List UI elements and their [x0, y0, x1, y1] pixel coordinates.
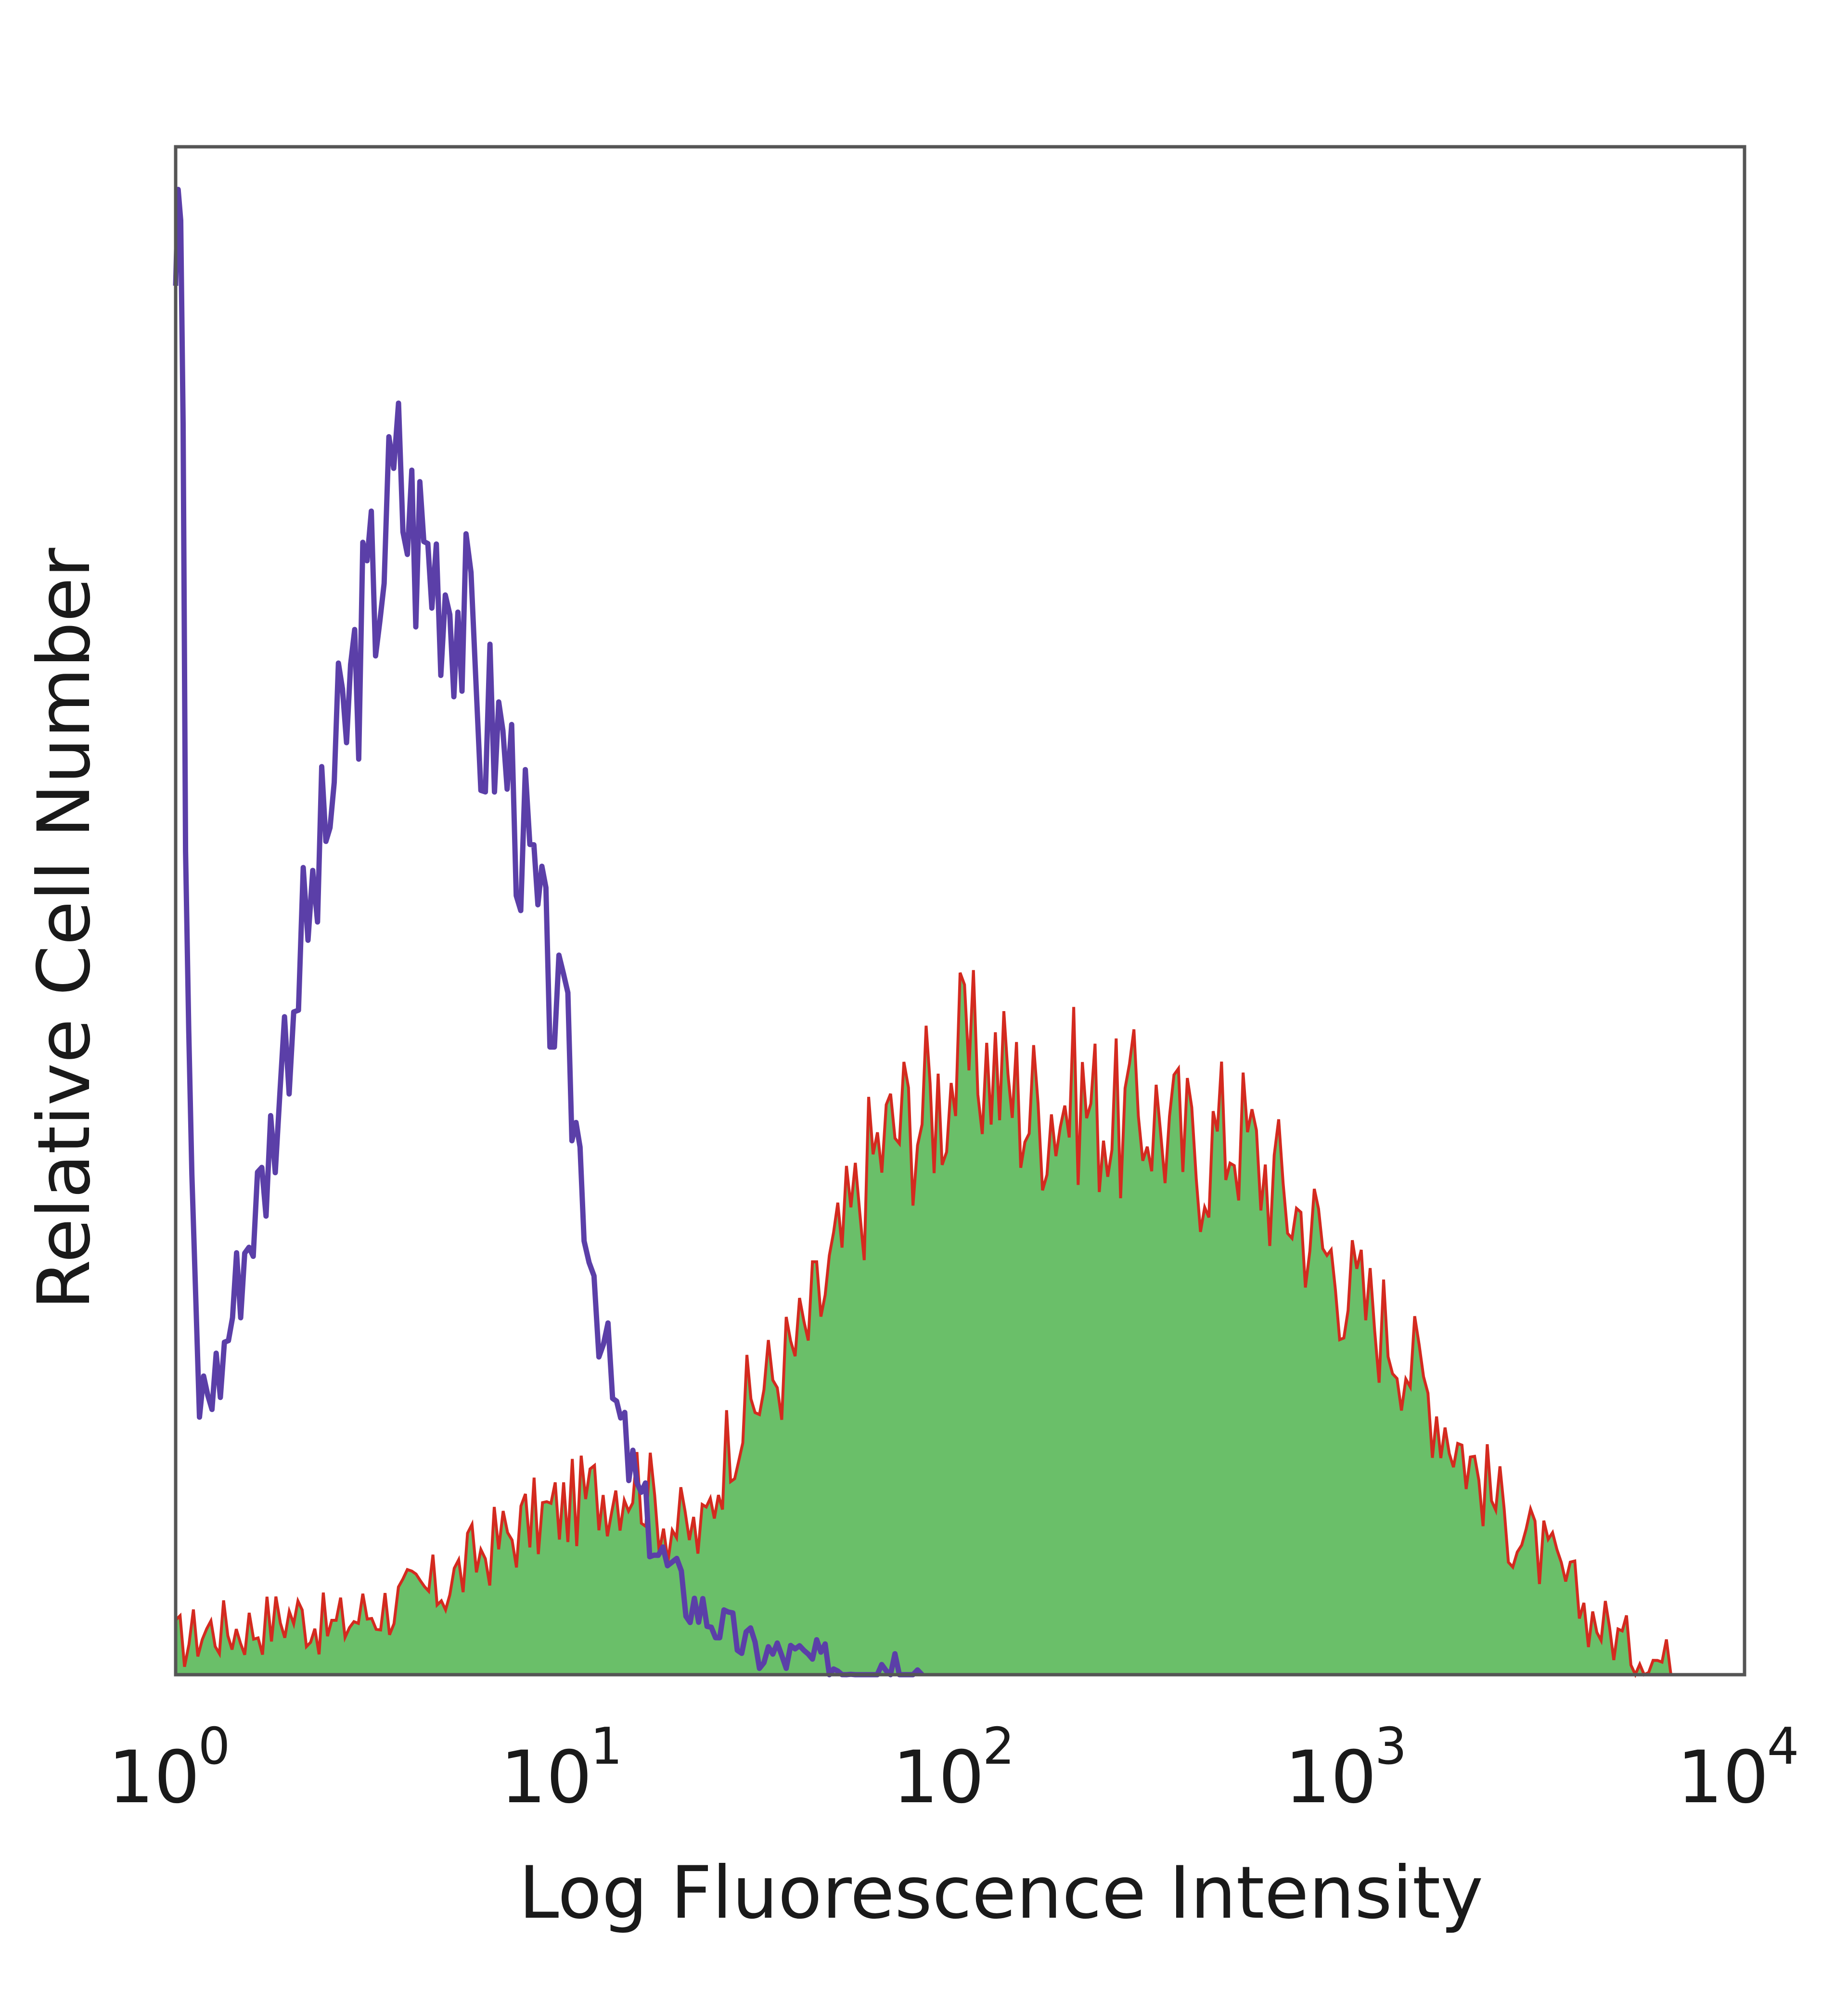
x-tick-label-base: 10 [108, 1736, 200, 1820]
y-axis-label: Relative Cell Number [23, 548, 106, 1310]
x-tick-label-exponent: 0 [198, 1717, 231, 1776]
filled-histogram-outline [174, 970, 1707, 1679]
control-histogram-line [173, 187, 924, 1678]
x-tick-label-base: 10 [1285, 1736, 1377, 1820]
x-axis-ticks: 100 101 102 103 104 [108, 1717, 1799, 1820]
x-tick-label-base: 10 [1677, 1736, 1769, 1820]
x-tick-label-exponent: 3 [1375, 1717, 1407, 1776]
x-tick-label-base: 10 [500, 1736, 592, 1820]
x-tick-label-exponent: 2 [983, 1717, 1015, 1776]
x-axis-label: Log Fluorescence Intensity [519, 1851, 1483, 1935]
x-tick-label-base: 10 [893, 1736, 985, 1820]
plot-area [173, 187, 1707, 1679]
filled-histogram-area [176, 970, 1707, 1675]
plot-frame [174, 145, 1746, 1677]
x-tick-label-exponent: 1 [590, 1717, 623, 1776]
x-tick-label-exponent: 4 [1767, 1717, 1799, 1776]
